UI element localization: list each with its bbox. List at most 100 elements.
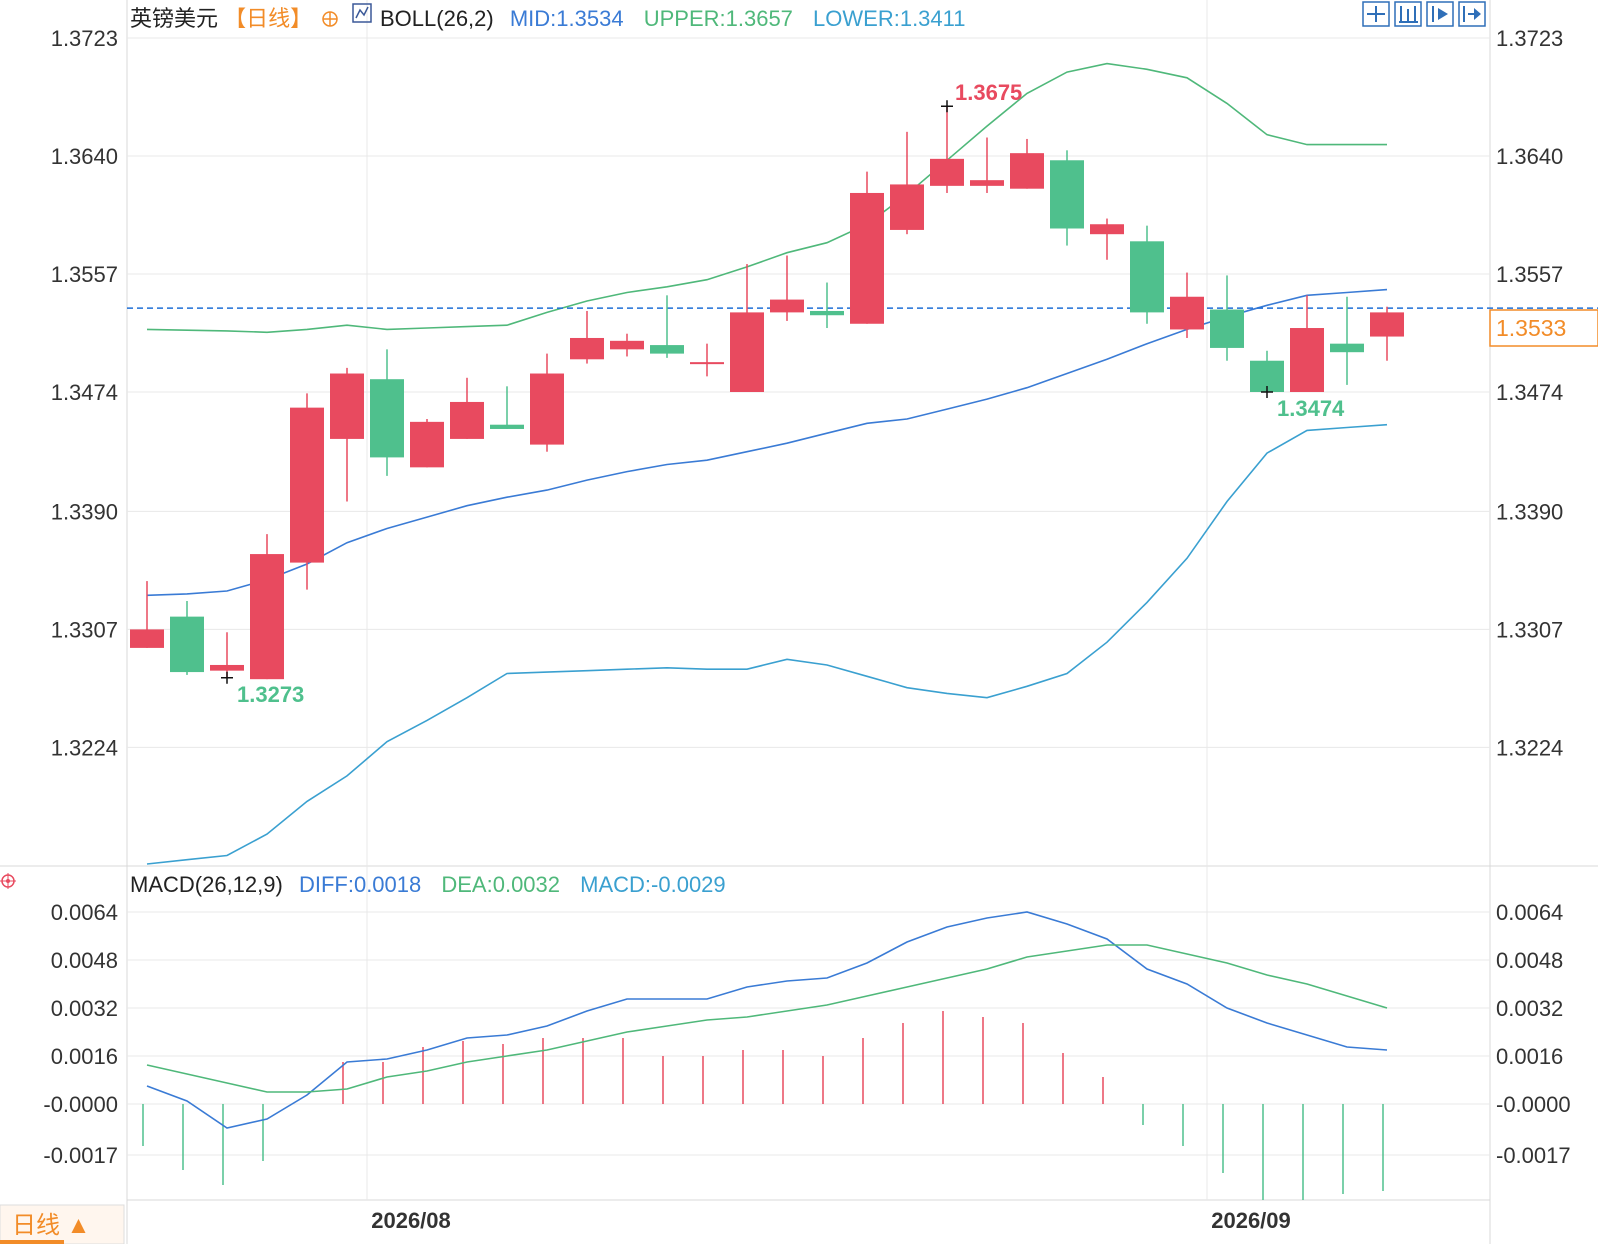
candle-body (610, 340, 644, 350)
price-annotation: 1.3474 (1277, 396, 1345, 421)
candle (210, 632, 244, 678)
price-tick-right: 1.3723 (1496, 26, 1563, 51)
candle-body (970, 180, 1004, 186)
candle (650, 295, 684, 358)
candle (890, 131, 924, 235)
header-line: 英镑美元 【日线】 (130, 6, 312, 31)
period-circle-icon[interactable] (322, 11, 338, 27)
candle-body (1010, 153, 1044, 189)
candle-body (490, 424, 524, 429)
candle-body (730, 312, 764, 392)
macd-tick-left: 0.0064 (51, 900, 118, 925)
candle (330, 367, 364, 502)
candle (1050, 150, 1084, 246)
candle (810, 282, 844, 329)
x-tick-label: 2026/09 (1211, 1208, 1291, 1233)
macd-tick-right: 0.0064 (1496, 900, 1563, 925)
macd-value-label: MACD:-0.0029 (580, 872, 726, 897)
candle (1370, 306, 1404, 361)
period-button-label: 日线 ▲ (12, 1212, 90, 1239)
candle-body (690, 362, 724, 365)
candle-body (570, 337, 604, 360)
bar-chart-icon[interactable] (1394, 1, 1422, 27)
boll-indicator-icon[interactable] (352, 3, 372, 23)
candle (130, 581, 164, 648)
candle (1170, 272, 1204, 338)
macd-dea-line (146, 944, 1388, 1093)
symbol-label: 英镑美元 (130, 6, 218, 31)
candle-body (1130, 241, 1164, 313)
macd-tick-right: 0.0016 (1496, 1044, 1563, 1069)
candle-body (170, 616, 204, 673)
candle (690, 343, 724, 377)
candle (730, 264, 764, 392)
scroll-right-icon[interactable] (1458, 1, 1486, 27)
candle-body (450, 401, 484, 439)
candle-body (130, 629, 164, 648)
price-tick-right: 1.3474 (1496, 380, 1563, 405)
scroll-left-icon[interactable] (1426, 1, 1454, 27)
crosshair-icon[interactable] (1362, 1, 1390, 27)
candle-body (1210, 309, 1244, 348)
candle (1330, 296, 1364, 385)
candle-body (410, 421, 444, 468)
candle-body (1090, 224, 1124, 235)
price-tick-right: 1.3224 (1496, 735, 1563, 760)
candle-body (650, 345, 684, 354)
candle (610, 333, 644, 357)
candle-body (210, 664, 244, 671)
candle-body (290, 407, 324, 563)
macd-label: MACD(26,12,9) (130, 872, 283, 897)
candle (370, 349, 404, 476)
period-tag[interactable]: 【日线】 (224, 6, 312, 31)
candle (490, 386, 524, 429)
candle-body (1370, 312, 1404, 337)
price-tick-right: 1.3557 (1496, 262, 1563, 287)
macd-tick-left: 0.0016 (51, 1044, 118, 1069)
candle (770, 255, 804, 321)
settings-target-icon[interactable] (0, 873, 16, 889)
diff-label: DIFF:0.0018 (299, 872, 421, 897)
price-tick-left: 1.3640 (51, 144, 118, 169)
candle (570, 310, 604, 364)
candle (250, 534, 284, 680)
macd-panel (142, 911, 1388, 1200)
candle-body (1170, 296, 1204, 330)
macd-header: MACD(26,12,9) DIFF:0.0018 DEA:0.0032 MAC… (130, 872, 726, 897)
candle-body (770, 299, 804, 313)
candle-body (330, 373, 364, 439)
candle-body (530, 373, 564, 445)
candle-body (1290, 328, 1324, 392)
candle-body (930, 158, 964, 186)
candle (1010, 138, 1044, 189)
candle-body (1050, 160, 1084, 229)
candle (450, 377, 484, 439)
price-annotation: 1.3273 (237, 682, 304, 707)
current-price-tag: 1.3533 (1489, 309, 1598, 347)
candle-body (1330, 343, 1364, 353)
candle (1250, 350, 1284, 392)
price-tick-left: 1.3224 (51, 735, 118, 760)
price-tick-left: 1.3474 (51, 380, 118, 405)
candle-body (810, 310, 844, 316)
candle (1290, 295, 1324, 392)
boll-label: BOLL(26,2) (380, 6, 494, 31)
period-button[interactable]: 日线 ▲ (0, 1204, 125, 1245)
candle-body (370, 379, 404, 458)
candle (1090, 218, 1124, 260)
macd-tick-right: 0.0048 (1496, 948, 1563, 973)
price-annotation: 1.3675 (955, 80, 1022, 105)
macd-tick-left: 0.0032 (51, 996, 118, 1021)
x-tick-label: 2026/08 (371, 1208, 451, 1233)
price-tick-left: 1.3390 (51, 499, 118, 524)
candle-body (850, 192, 884, 324)
upper-label: UPPER:1.3657 (644, 6, 793, 31)
current-price-label: 1.3533 (1496, 315, 1566, 341)
annotations: 1.3675 1.3273 1.3474 (221, 80, 1345, 707)
boll-lower-line (146, 423, 1388, 865)
price-tick-right: 1.3390 (1496, 499, 1563, 524)
candle (1210, 275, 1244, 361)
candle (410, 419, 444, 468)
candle (970, 137, 1004, 193)
